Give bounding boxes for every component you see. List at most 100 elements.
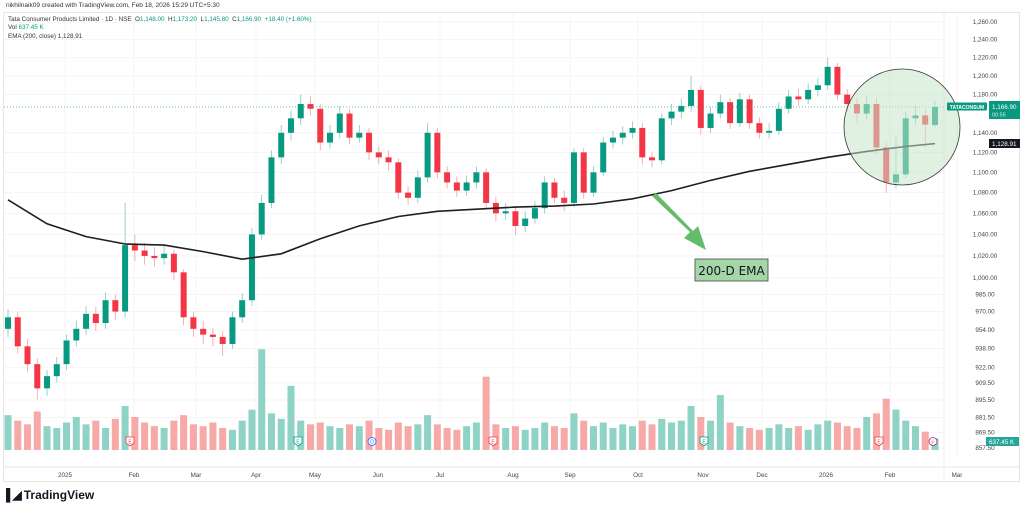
earnings-marker[interactable]: E — [293, 436, 303, 447]
candle[interactable] — [356, 125, 363, 143]
candle[interactable] — [395, 158, 402, 199]
candle[interactable] — [746, 94, 753, 129]
candle[interactable] — [5, 309, 11, 337]
candle[interactable] — [434, 127, 441, 179]
candle[interactable] — [424, 123, 431, 183]
candle[interactable] — [278, 125, 285, 165]
candle[interactable] — [824, 57, 831, 90]
candle[interactable] — [385, 150, 392, 171]
candle[interactable] — [307, 96, 314, 116]
candle[interactable] — [375, 146, 382, 165]
candle[interactable] — [717, 94, 724, 119]
candle[interactable] — [122, 202, 129, 318]
candle[interactable] — [112, 294, 119, 320]
candle[interactable] — [190, 311, 197, 337]
earnings-marker[interactable]: E — [125, 436, 135, 447]
candle[interactable] — [229, 311, 236, 349]
candle[interactable] — [297, 94, 304, 126]
candle[interactable] — [688, 76, 695, 112]
candle[interactable] — [14, 311, 21, 354]
candle[interactable] — [580, 148, 587, 199]
candle[interactable] — [151, 247, 158, 267]
candle[interactable] — [756, 117, 763, 139]
legend-vol-label[interactable]: Vol — [8, 24, 17, 32]
candle[interactable] — [258, 194, 265, 240]
candle[interactable] — [483, 168, 490, 210]
candle[interactable] — [200, 320, 207, 344]
candle[interactable] — [541, 176, 548, 214]
candle[interactable] — [131, 234, 138, 262]
candle[interactable] — [609, 130, 616, 149]
legend-ema-label[interactable]: EMA (200, close) — [8, 32, 56, 40]
candle[interactable] — [678, 98, 685, 119]
candle[interactable] — [639, 123, 646, 165]
candle[interactable] — [492, 196, 499, 222]
candle[interactable] — [512, 207, 519, 235]
candle[interactable] — [561, 190, 568, 212]
candle[interactable] — [268, 150, 275, 209]
candle[interactable] — [444, 166, 451, 189]
candle[interactable] — [619, 126, 626, 145]
candle[interactable] — [287, 110, 294, 141]
candle[interactable] — [83, 305, 90, 335]
candle[interactable] — [336, 105, 343, 139]
candle[interactable] — [239, 293, 246, 324]
candle[interactable] — [24, 339, 31, 373]
candle[interactable] — [219, 331, 226, 356]
candle[interactable] — [834, 63, 841, 101]
candle[interactable] — [649, 152, 656, 168]
candle[interactable] — [658, 113, 665, 165]
candle[interactable] — [248, 228, 255, 306]
candle[interactable] — [161, 245, 168, 265]
candle[interactable] — [707, 106, 714, 133]
candle[interactable] — [141, 242, 148, 265]
earnings-marker[interactable]: E — [488, 436, 498, 447]
candle[interactable] — [453, 176, 460, 197]
candle[interactable] — [180, 269, 187, 326]
candle[interactable] — [668, 104, 675, 126]
candle[interactable] — [92, 307, 99, 332]
candle[interactable] — [736, 92, 743, 127]
candle[interactable] — [170, 249, 177, 281]
candle[interactable] — [44, 370, 51, 396]
candle[interactable] — [473, 166, 480, 189]
candle[interactable] — [531, 200, 538, 224]
candle[interactable] — [317, 104, 324, 151]
candle[interactable] — [814, 77, 821, 97]
candle[interactable] — [366, 127, 373, 161]
candle[interactable] — [405, 186, 412, 206]
candle[interactable] — [727, 98, 734, 129]
candle[interactable] — [600, 136, 607, 177]
time-axis[interactable]: 2025 Feb Mar Apr May Jun Jul Aug Sep Oct Nov Dec 202… — [58, 472, 962, 479]
candle[interactable] — [775, 102, 782, 135]
candle[interactable] — [209, 327, 216, 347]
candle[interactable] — [590, 166, 597, 197]
candle[interactable] — [697, 85, 704, 135]
candle[interactable] — [327, 125, 334, 149]
candle[interactable] — [570, 148, 577, 208]
tradingview-logo[interactable]: ▌◢ TradingView — [6, 488, 94, 502]
price-axis[interactable]: 1,260.00 1,240.00 1,220.00 1,200.00 1,180.00… — [973, 19, 998, 452]
candle[interactable] — [795, 89, 802, 106]
candle[interactable] — [34, 358, 41, 400]
candle[interactable] — [502, 202, 509, 220]
candle[interactable] — [463, 175, 470, 196]
candle[interactable] — [785, 89, 792, 114]
candle[interactable] — [102, 292, 109, 329]
earnings-marker[interactable]: E — [874, 436, 884, 447]
candle[interactable] — [629, 121, 636, 139]
split-marker[interactable]: ⚡ — [928, 437, 938, 446]
candle[interactable] — [805, 83, 812, 105]
candle[interactable] — [73, 320, 80, 347]
candle[interactable] — [414, 170, 421, 203]
dividend-marker[interactable]: D — [367, 437, 377, 446]
candle[interactable] — [551, 178, 558, 203]
earnings-marker[interactable]: E — [699, 436, 709, 447]
candle[interactable] — [53, 356, 60, 383]
candle[interactable] — [346, 108, 353, 145]
legend-symbol[interactable]: Tata Consumer Products Limited · 1D · NS… — [8, 16, 132, 23]
candle[interactable] — [63, 334, 70, 371]
candle[interactable] — [766, 123, 773, 139]
candle[interactable] — [522, 211, 529, 233]
